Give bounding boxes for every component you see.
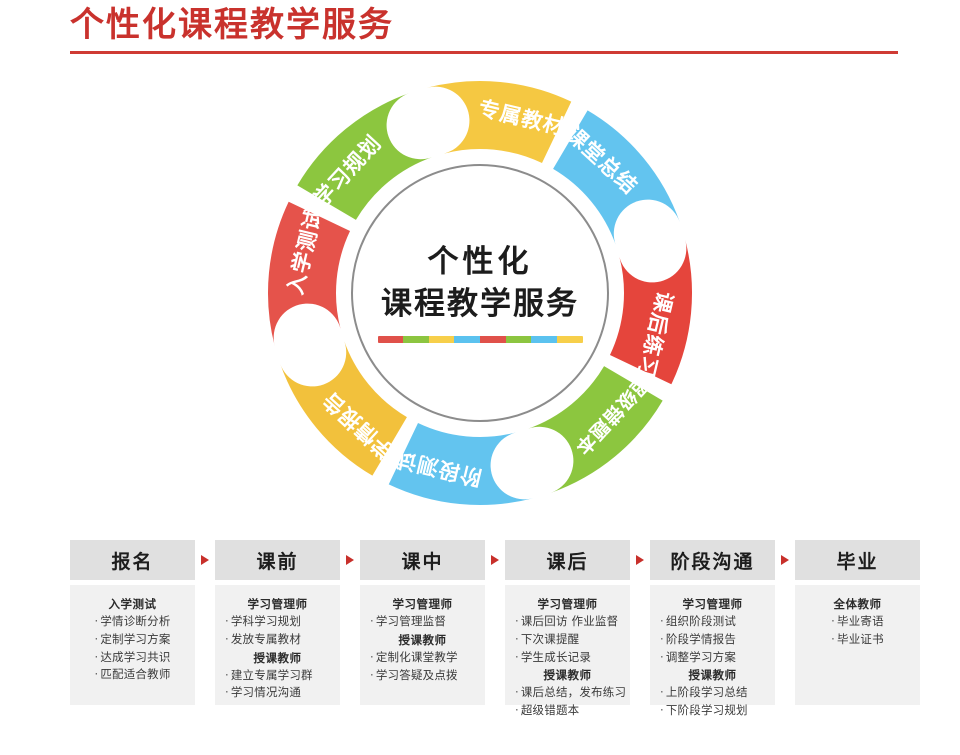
flow-group-title: 学习管理师 (682, 597, 743, 611)
flow-stage-title: 课后 (505, 540, 630, 580)
flow-group-title: 入学测试 (108, 597, 157, 611)
flow-header-cell[interactable]: 报名 (70, 540, 195, 580)
flow-list-item: 发放专属教材 (225, 631, 301, 649)
flow-group-title: 授课教师 (398, 632, 447, 647)
page-header: 个性化课程教学服务 (70, 5, 900, 55)
flow-detail-box: 学习管理师学科学习规划发放专属教材授课教师建立专属学习群学习情况沟通 (215, 585, 340, 705)
flow-header-cell[interactable]: 课中 (360, 540, 485, 580)
flow-list-item: 匹配适合教师 (94, 666, 170, 684)
flow-arrow-icon (775, 540, 795, 580)
flow-list-item: 上阶段学习总结 (660, 684, 748, 702)
wheel-petal-03[interactable]: 03 专属教材 (425, 81, 572, 164)
petal-shape (609, 239, 692, 385)
petal-number: 07 (496, 450, 536, 485)
flow-detail-box: 入学测试学情诊断分析定制学习方案达成学习共识匹配适合教师 (70, 585, 195, 705)
flow-group-title: 授课教师 (543, 668, 592, 683)
petal-shape (268, 201, 351, 347)
flow-list-item: 定制化课堂教学 (370, 649, 458, 667)
flow-content-cell: 学习管理师学习管理监督授课教师定制化课堂教学学习答疑及点拨 (360, 580, 485, 705)
flow-arrow-spacer (630, 580, 650, 705)
flow-list-item: 学习答疑及点拨 (370, 667, 458, 685)
flow-stage-title: 课中 (360, 540, 485, 580)
page-title: 个性化课程教学服务 (70, 5, 394, 45)
flow-stage-title: 报名 (70, 540, 195, 580)
flow-arrow-icon (630, 540, 650, 580)
petal-number: 03 (425, 101, 465, 136)
flow-list-item: 学习管理监督 (370, 613, 446, 631)
flow-arrow-spacer (340, 580, 360, 705)
petal-shape (426, 81, 572, 164)
flow-list-item: 超级错题本 (515, 702, 579, 720)
center-ring (351, 164, 609, 422)
arrow-right-icon (491, 555, 499, 565)
flow-content-cell: 学习管理师组织阶段测试阶段学情报告调整学习方案授课教师上阶段学习总结下阶段学习规… (650, 580, 775, 717)
flow-header-cell[interactable]: 毕业 (795, 540, 920, 580)
flow-list-item: 调整学习方案 (660, 649, 736, 667)
petal-shape (297, 93, 432, 220)
flow-group-title: 授课教师 (253, 650, 302, 665)
flow-header-row: 报名 课前 课中 课后 阶段沟通 毕业 (70, 540, 920, 580)
petal-shape (388, 422, 534, 506)
flow-group-title: 学习管理师 (392, 597, 453, 611)
flow-list-item: 课后总结，发布练习 (515, 684, 626, 702)
flow-arrow-icon (485, 540, 505, 580)
flow-list-item: 毕业寄语 (831, 613, 884, 631)
flow-stage-title: 毕业 (795, 540, 920, 580)
flow-list-item: 学习情况沟通 (225, 684, 301, 702)
flow-arrow-icon (340, 540, 360, 580)
flow-arrow-spacer (195, 580, 215, 705)
flow-arrow-spacer (775, 580, 795, 705)
flow-list-item: 下次课提醒 (515, 631, 579, 649)
flow-list-item: 组织阶段测试 (660, 613, 736, 631)
flow-content-cell: 学习管理师课后回访 作业监督下次课提醒学生成长记录授课教师课后总结，发布练习超级… (505, 580, 630, 717)
flow-list-item: 下阶段学习规划 (660, 702, 748, 720)
flow-content-row: 入学测试学情诊断分析定制学习方案达成学习共识匹配适合教师学习管理师学科学习规划发… (70, 580, 920, 717)
petal-shape (280, 341, 407, 476)
flow-group-title: 授课教师 (688, 668, 737, 683)
flow-detail-box: 全体教师毕业寄语毕业证书 (795, 585, 920, 705)
flow-header-cell[interactable]: 阶段沟通 (650, 540, 775, 580)
flow-group-title: 学习管理师 (247, 597, 308, 611)
flow-arrow-icon (195, 540, 215, 580)
title-divider (70, 51, 898, 55)
flow-stage-title: 阶段沟通 (650, 540, 775, 580)
arrow-right-icon (781, 555, 789, 565)
flow-list-item: 学科学习规划 (225, 613, 301, 631)
flow-header-cell[interactable]: 课前 (215, 540, 340, 580)
flow-detail-box: 学习管理师组织阶段测试阶段学情报告调整学习方案授课教师上阶段学习总结下阶段学习规… (650, 585, 775, 717)
flow-list-item: 课后回访 作业监督 (515, 613, 618, 631)
petal-number: 05 (637, 238, 672, 278)
process-wheel: 01 入学测试 02 学习规划 03 专属教材 04 课堂总结 05 课后练习 06 超级错题本 07 阶… (230, 58, 730, 528)
flow-list-item: 达成学习共识 (94, 649, 170, 667)
flow-group-title: 全体教师 (833, 597, 882, 611)
flow-content-cell: 全体教师毕业寄语毕业证书 (795, 580, 920, 705)
flow-arrow-spacer (485, 580, 505, 705)
flow-list-item: 定制学习方案 (94, 631, 170, 649)
flow-content-cell: 学习管理师学科学习规划发放专属教材授课教师建立专属学习群学习情况沟通 (215, 580, 340, 705)
flow-header-cell[interactable]: 课后 (505, 540, 630, 580)
arrow-right-icon (636, 555, 644, 565)
flow-group-title: 学习管理师 (537, 597, 598, 611)
flow-list-item: 阶段学情报告 (660, 631, 736, 649)
arrow-right-icon (201, 555, 209, 565)
flow-list-item: 学生成长记录 (515, 649, 591, 667)
flow-stage-title: 课前 (215, 540, 340, 580)
flow-detail-box: 学习管理师课后回访 作业监督下次课提醒学生成长记录授课教师课后总结，发布练习超级… (505, 585, 630, 717)
petal-shape (553, 110, 680, 245)
arrow-right-icon (346, 555, 354, 565)
flow-content-cell: 入学测试学情诊断分析定制学习方案达成学习共识匹配适合教师 (70, 580, 195, 705)
flow-list-item: 建立专属学习群 (225, 667, 313, 685)
flow-detail-box: 学习管理师学习管理监督授课教师定制化课堂教学学习答疑及点拨 (360, 585, 485, 705)
flow-list-item: 毕业证书 (831, 631, 884, 649)
petal-shape (528, 366, 663, 493)
petal-number: 01 (288, 309, 323, 349)
flow-list-item: 学情诊断分析 (94, 613, 170, 631)
